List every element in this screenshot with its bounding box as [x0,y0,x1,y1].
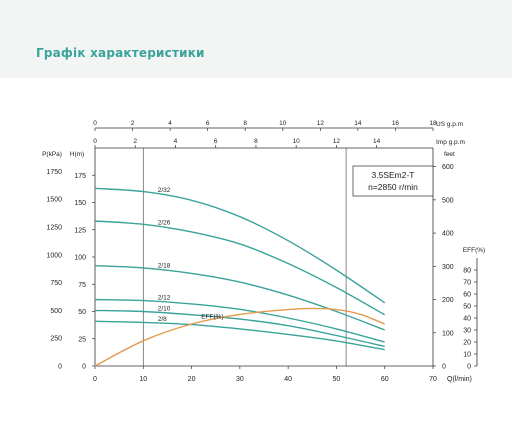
series-label-2-10: 2/10 [158,305,171,312]
h-tick-label: 100 [74,255,86,262]
us-gpm-tick-label: 0 [93,120,97,127]
head-curve-2-8 [94,320,385,351]
p-tick-label: 750 [50,280,62,287]
p-axis-title: P(kPa) [42,151,62,158]
h-tick-label: 50 [78,309,86,316]
q-axis-title: Q(l/min) [447,376,472,383]
h-axis-title: H(m) [70,151,84,158]
h-tick-label: 125 [74,227,86,234]
feet-axis-title: feet [444,151,455,158]
p-tick-label: 0 [58,364,62,371]
q-tick-label: 20 [188,376,196,383]
eff-tick-label: 80 [463,268,471,275]
q-tick-label: 70 [429,376,437,383]
p-tick-label: 1750 [46,169,62,176]
imp-gpm-tick-label: 4 [174,138,178,145]
imp-gpm-tick-label: 0 [93,138,97,145]
imp-gpm-tick-label: 10 [293,138,301,145]
us-gpm-tick-label: 8 [243,120,247,127]
eff-tick-label: 20 [463,340,471,347]
eff-axis-title: EFF(%) [463,247,485,254]
us-gpm-tick-label: 16 [392,120,400,127]
feet-tick-label: 0 [442,364,446,371]
us-gpm-tick-label: 12 [317,120,325,127]
p-tick-label: 1250 [46,224,62,231]
head-curve-2-12 [94,298,385,343]
head-curve-2-32 [94,187,386,304]
series-label-2-26: 2/26 [158,220,171,227]
head-curve-2-10 [94,309,385,348]
p-tick-label: 1000 [46,252,62,259]
q-tick-label: 0 [93,376,97,383]
us-gpm-tick-label: 18 [429,120,437,127]
eff-tick-label: 40 [463,316,471,323]
feet-tick-label: 300 [442,264,454,271]
eff-tick-label: 10 [463,352,471,359]
q-tick-label: 10 [139,376,147,383]
us-gpm-tick-label: 6 [206,120,210,127]
eff-tick-label: 50 [463,304,471,311]
p-tick-label: 1500 [46,197,62,204]
q-tick-label: 60 [381,376,389,383]
p-tick-label: 500 [50,308,62,315]
q-tick-label: 30 [236,376,244,383]
h-tick-label: 150 [74,200,86,207]
model-name: 3.5SEm2-T [372,170,415,180]
feet-tick-label: 600 [442,164,454,171]
imp-gpm-tick-label: 14 [373,138,381,145]
feet-tick-label: 100 [442,330,454,337]
us-gpm-tick-label: 4 [168,120,172,127]
us-gpm-tick-label: 2 [131,120,135,127]
q-tick-label: 40 [284,376,292,383]
q-tick-label: 50 [333,376,341,383]
eff-tick-label: 0 [467,364,471,371]
imp-gpm-tick-label: 6 [214,138,218,145]
feet-tick-label: 200 [442,297,454,304]
head-curve-2-26 [94,220,386,316]
feet-tick-label: 400 [442,231,454,238]
series-label-2-8: 2/8 [158,316,167,323]
head-curve-2-18 [94,265,385,331]
feet-tick-label: 500 [442,197,454,204]
us-gpm-tick-label: 14 [354,120,362,127]
imp-gpm-tick-label: 2 [133,138,137,145]
page-title: Графік характеристики [36,46,205,60]
model-box [352,165,434,197]
series-label-eff: EFF(%) [201,313,223,320]
eff-tick-label: 70 [463,280,471,287]
efficiency-curve [94,307,385,367]
model-speed: n=2850 r/min [368,182,418,192]
h-tick-label: 175 [74,173,86,180]
imp-gpm-tick-label: 12 [333,138,341,145]
eff-tick-label: 60 [463,292,471,299]
imp-gpm-tick-label: 8 [254,138,258,145]
h-tick-label: 75 [78,282,86,289]
series-label-2-18: 2/18 [158,263,171,270]
us-gpm-tick-label: 10 [279,120,287,127]
imp-gpm-axis-title: Imp g.p.m [436,139,465,146]
p-tick-label: 250 [50,336,62,343]
series-label-2-12: 2/12 [158,295,171,302]
h-tick-label: 25 [78,336,86,343]
series-label-2-32: 2/32 [158,187,171,194]
eff-tick-label: 30 [463,328,471,335]
us-gpm-axis-title: US g.p.m [436,121,463,128]
title-bar: Графік характеристики [0,0,512,78]
h-tick-label: 0 [82,364,86,371]
